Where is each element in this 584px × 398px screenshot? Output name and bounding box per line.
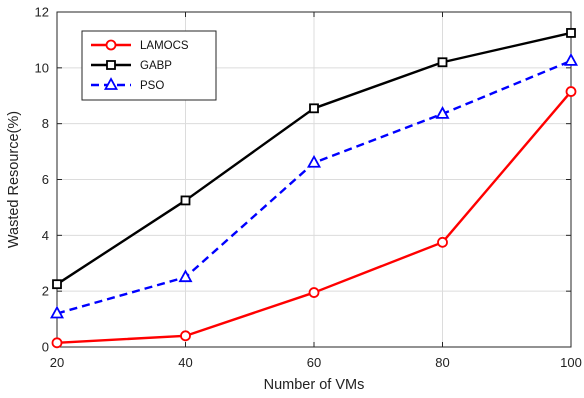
data-point-gabp [566,28,576,38]
data-point-lamocs [437,236,448,248]
data-point-pso [435,106,450,119]
data-point-lamocs [565,86,577,97]
data-point-gabp [180,195,191,206]
x-axis-label: Number of VMs [264,377,365,393]
data-point-lamocs [180,330,191,342]
y-axis-label: Wasted Resource(%) [6,111,22,248]
data-point-pso [178,269,193,283]
axis-ticks: 20 40 60 80 100 0 2 4 6 8 10 12 [35,5,582,371]
data-point-pso [49,305,65,319]
legend: LAMOCS GABP PSO [81,30,217,101]
series-lamocs [51,86,577,349]
y-tick-label: 8 [42,116,49,131]
x-tick-label: 20 [50,355,64,370]
data-point-gabp [437,57,448,68]
series-pso [49,52,579,319]
x-tick-label: 40 [178,355,192,370]
y-tick-label: 10 [35,60,49,75]
legend-label-lamocs: LAMOCS [140,40,189,52]
x-tick-label: 60 [307,355,321,370]
x-tick-label: 100 [560,355,582,370]
legend-marker-pso [103,77,119,90]
x-tick-label: 80 [435,355,449,370]
series-group [49,28,579,349]
legend-label-gabp: GABP [140,60,172,72]
legend-marker-gabp [106,60,116,70]
data-point-lamocs [51,337,63,349]
data-point-lamocs [308,287,320,298]
y-tick-label: 4 [42,228,49,243]
grid-lines [56,11,572,348]
data-point-pso [306,154,322,168]
legend-marker-lamocs [105,39,117,51]
data-point-gabp [52,279,62,290]
data-point-pso [563,52,579,66]
data-point-gabp [309,103,319,114]
y-tick-label: 0 [42,340,49,355]
y-tick-label: 2 [42,284,49,299]
legend-label-pso: PSO [140,80,164,92]
y-tick-label: 6 [42,172,49,187]
series-gabp [52,28,576,290]
y-tick-label: 12 [35,5,49,20]
